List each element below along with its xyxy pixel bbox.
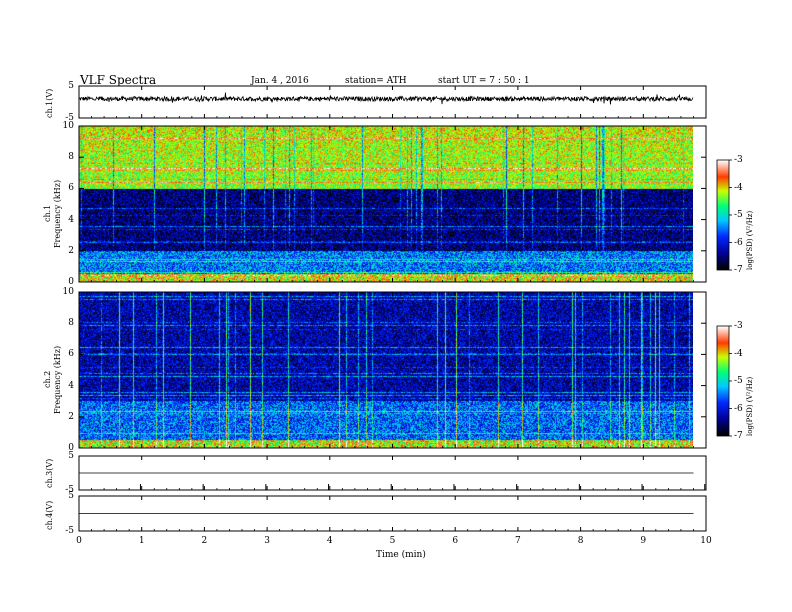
ch1-colorbar-label: log(PSD) (V²/Hz)	[746, 210, 754, 270]
ytick-label: 5	[68, 491, 74, 501]
colorbar-tick-label: -4	[734, 182, 743, 193]
x-axis-label: Time (min)	[376, 550, 426, 560]
ytick-label: 2	[68, 245, 74, 256]
xtick-label: 5	[389, 536, 396, 546]
ytick-label: -5	[65, 485, 74, 495]
colorbar-tick-label: -5	[734, 376, 743, 386]
station-label: station= ATH	[345, 76, 407, 86]
ytick-label: 5	[68, 451, 74, 461]
ytick-label: 0	[68, 277, 74, 287]
plot-title: VLF Spectra	[80, 73, 157, 87]
start-time-label: start UT = 7 : 50 : 1	[438, 76, 530, 86]
xtick-label: 3	[264, 536, 270, 546]
ch2-colorbar-label: log(PSD) (V²/Hz)	[746, 376, 754, 436]
ch1-waveform-trace	[78, 92, 694, 105]
xtick-label: 4	[326, 536, 333, 546]
xtick-label: 0	[76, 536, 82, 546]
xtick-label: 7	[515, 536, 521, 546]
ytick-label: 6	[68, 349, 74, 360]
colorbar-frame	[716, 159, 730, 271]
ch2-spectrogram-frame	[78, 291, 707, 449]
ytick-label: 8	[68, 152, 74, 163]
colorbar-tick-label: -3	[734, 155, 743, 165]
colorbar-tick-label: -5	[734, 210, 743, 220]
colorbar-tick-label: -7	[734, 431, 743, 441]
ytick-label: 6	[68, 183, 74, 194]
ytick-label: 5	[68, 81, 74, 91]
colorbar-frame	[716, 325, 730, 437]
ch1-waveform-frame	[78, 85, 707, 119]
xtick-label: 1	[138, 536, 145, 546]
xtick-label: 10	[700, 536, 712, 546]
ytick-label: 10	[62, 287, 74, 297]
xtick-label: 6	[452, 536, 459, 546]
ytick-label: 0	[68, 443, 74, 453]
ch3-waveform-ylabel: ch.3(V)	[45, 458, 54, 488]
colorbar-tick-label: -6	[734, 403, 743, 414]
ytick-label: 4	[68, 380, 74, 391]
ytick-label: 4	[68, 214, 74, 225]
ch2-spectrogram-image	[79, 292, 693, 448]
ch1-spectrogram-image	[79, 126, 693, 282]
ytick-label: 8	[68, 318, 74, 329]
xtick-label: 8	[577, 536, 584, 546]
xtick-label: 9	[640, 536, 647, 546]
colorbar-tick-label: -7	[734, 265, 743, 275]
xtick-label: 2	[201, 536, 208, 546]
colorbar-tick-label: -3	[734, 321, 743, 331]
ytick-label: 10	[62, 121, 74, 131]
date-label: Jan. 4 , 2016	[251, 76, 309, 86]
colorbar-tick-label: -6	[734, 237, 743, 248]
ytick-label: -5	[65, 113, 74, 123]
ch2-colorbar	[717, 326, 729, 436]
ytick-label: -5	[65, 526, 74, 536]
colorbar-tick-label: -4	[734, 348, 743, 359]
ytick-label: 2	[68, 411, 74, 422]
ch1-spectrogram-frame	[78, 125, 707, 283]
ch1-colorbar	[717, 160, 729, 270]
